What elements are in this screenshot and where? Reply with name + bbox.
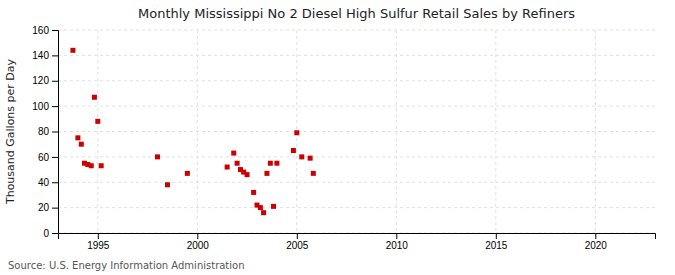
y-axis-tick-label: 40 (38, 177, 50, 188)
point (231, 151, 236, 156)
y-axis-tick-mark (52, 132, 58, 133)
y-axis-tick: 160 (32, 25, 58, 36)
y-axis-tick-mark (52, 233, 58, 234)
point (79, 142, 84, 147)
x-axis-tick: 2010 (386, 233, 409, 251)
y-axis-tick-label: 0 (43, 228, 49, 239)
y-axis-tick: 0 (43, 228, 58, 239)
point (299, 154, 304, 159)
y-axis: 0 20 40 60 80 100 120 140 160 (32, 25, 58, 239)
point (271, 204, 276, 209)
point (99, 163, 104, 168)
y-axis-tick-label: 80 (38, 126, 50, 137)
grid (58, 30, 655, 233)
y-axis-tick-mark (52, 106, 58, 107)
chart: 1995 2000 2005 2010 2015 2020 0 20 40 60 80 100 120 1… (0, 0, 675, 275)
point (92, 95, 97, 100)
x-axis-tick: 2020 (585, 233, 608, 251)
point (258, 205, 263, 210)
point (274, 161, 279, 166)
point (155, 154, 160, 159)
y-axis-tick-mark (52, 55, 58, 56)
x-axis-tick-mark (496, 233, 497, 239)
x-axis-tick: 2000 (187, 233, 210, 251)
x-axis-tick: 2005 (286, 233, 309, 251)
x-axis-tick-label: 1995 (87, 240, 110, 251)
y-axis-tick-mark (52, 182, 58, 183)
point (185, 171, 190, 176)
x-axis-tick: 2015 (485, 233, 508, 251)
x-axis-tick-label: 2010 (386, 240, 409, 251)
point (311, 171, 316, 176)
x-axis-tick-mark (396, 233, 397, 239)
x-axis-line (59, 234, 656, 240)
y-axis-tick: 80 (38, 126, 58, 137)
y-axis-tick-label: 20 (38, 202, 50, 213)
x-axis-tick-mark (197, 233, 198, 239)
point (261, 210, 266, 215)
y-axis-tick-mark (52, 208, 58, 209)
x-axis-tick: 1995 (87, 233, 110, 251)
y-axis-tick: 60 (38, 152, 58, 163)
plot-area: 1995 2000 2005 2010 2015 2020 0 20 40 60 80 100 120 1… (32, 25, 655, 251)
x-axis-tick-mark (297, 233, 298, 239)
y-axis-title: Thousand Gallons per Day (4, 58, 17, 205)
y-axis-tick-label: 60 (38, 152, 50, 163)
y-axis-tick: 140 (32, 50, 58, 61)
title: Monthly Mississippi No 2 Diesel High Sul… (138, 6, 575, 21)
point (89, 163, 94, 168)
point (251, 190, 256, 195)
y-axis-tick-mark (52, 157, 58, 158)
point (95, 119, 100, 124)
x-axis-tick-label: 2005 (286, 240, 309, 251)
grid-line-y (58, 131, 655, 132)
y-axis-tick: 100 (32, 101, 58, 112)
points (70, 48, 315, 215)
grid-line-y (58, 156, 655, 157)
y-axis-tick-mark (52, 81, 58, 82)
y-axis-tick-label: 160 (32, 25, 49, 36)
y-axis-tick: 120 (32, 75, 58, 86)
grid-line-y (58, 182, 655, 183)
point (264, 171, 269, 176)
point (165, 182, 170, 187)
point (75, 135, 80, 140)
point (308, 156, 313, 161)
grid-line-y (58, 80, 655, 81)
x-axis-tick-mark (595, 233, 596, 239)
y-axis-tick-label: 120 (32, 75, 49, 86)
grid-line-y (58, 207, 655, 208)
y-axis-tick-label: 100 (32, 101, 49, 112)
grid-line-y (58, 30, 655, 31)
point (225, 165, 230, 170)
source-annotation: Source: U.S. Energy Information Administ… (8, 260, 245, 271)
point (70, 48, 75, 53)
point (235, 161, 240, 166)
x-axis-tick-label: 2020 (585, 240, 608, 251)
x-axis-tick-label: 2015 (485, 240, 508, 251)
y-axis-tick-label: 140 (32, 50, 49, 61)
grid-line-y (58, 106, 655, 107)
x-axis-tick-label: 2000 (187, 240, 210, 251)
x-axis: 1995 2000 2005 2010 2015 2020 (59, 233, 656, 251)
grid-line-x (97, 30, 98, 233)
y-axis-tick: 40 (38, 177, 58, 188)
point (294, 130, 299, 135)
y-axis-tick: 20 (38, 202, 58, 213)
point (268, 161, 273, 166)
x-axis-tick-mark (98, 233, 99, 239)
y-axis-line (52, 31, 59, 234)
point (291, 148, 296, 153)
grid-line-y (58, 55, 655, 56)
point (245, 172, 250, 177)
y-axis-tick-mark (52, 30, 58, 31)
